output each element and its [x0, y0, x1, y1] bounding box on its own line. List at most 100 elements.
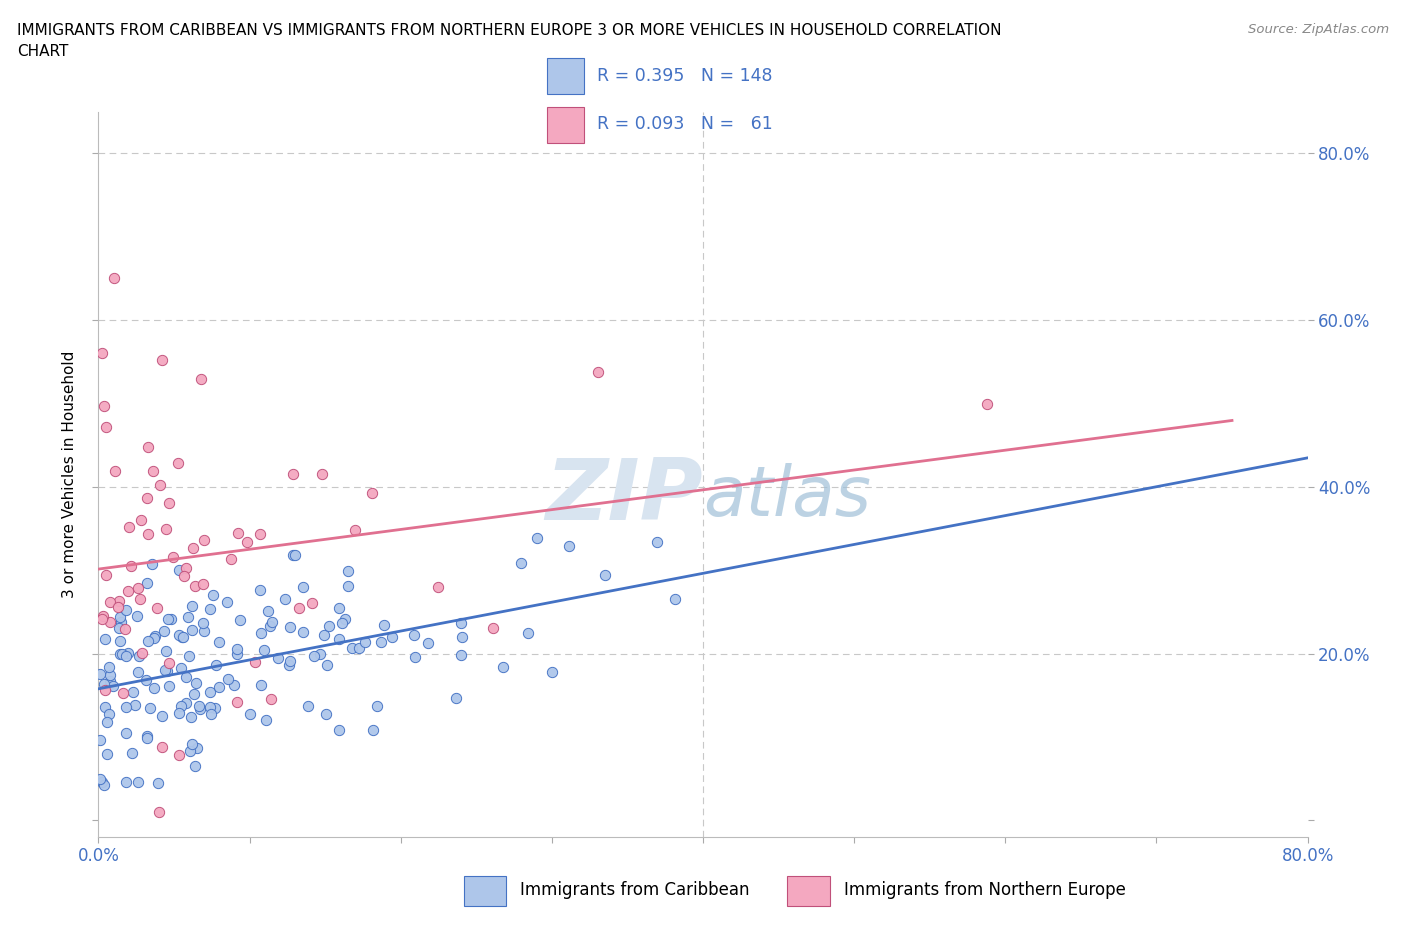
Point	[180, 710, 202, 724]
Point	[167, 456, 190, 471]
Point	[136, 576, 159, 591]
Point	[127, 774, 149, 789]
Point	[281, 467, 304, 482]
Point	[254, 712, 277, 727]
Point	[200, 707, 222, 722]
Point	[315, 707, 337, 722]
Point	[328, 601, 350, 616]
Point	[249, 582, 271, 597]
Point	[145, 629, 167, 644]
Point	[373, 618, 395, 632]
Point	[297, 698, 319, 713]
Point	[226, 646, 249, 661]
Point	[308, 646, 330, 661]
Point	[267, 651, 290, 666]
Point	[250, 626, 273, 641]
Point	[103, 271, 125, 286]
Point	[354, 634, 377, 649]
Text: Immigrants from Caribbean: Immigrants from Caribbean	[520, 881, 749, 899]
Point	[108, 620, 131, 635]
Point	[160, 612, 183, 627]
Point	[172, 630, 194, 644]
Point	[114, 725, 136, 740]
Point	[89, 771, 111, 786]
Point	[280, 654, 302, 669]
Point	[94, 419, 117, 434]
Point	[107, 599, 129, 614]
Point	[312, 627, 335, 642]
Text: IMMIGRANTS FROM CARIBBEAN VS IMMIGRANTS FROM NORTHERN EUROPE 3 OR MORE VEHICLES : IMMIGRANTS FROM CARIBBEAN VS IMMIGRANTS …	[17, 23, 1001, 38]
Point	[115, 648, 138, 663]
Point	[259, 692, 281, 707]
Point	[336, 578, 359, 593]
Point	[89, 732, 111, 747]
Point	[360, 486, 382, 501]
Point	[311, 467, 333, 482]
Point	[98, 595, 121, 610]
Point	[260, 615, 283, 630]
Point	[517, 625, 540, 640]
Point	[224, 677, 246, 692]
Point	[228, 525, 250, 540]
FancyBboxPatch shape	[787, 876, 830, 906]
Point	[135, 491, 157, 506]
Text: R = 0.395   N = 148: R = 0.395 N = 148	[598, 67, 772, 85]
Point	[93, 677, 115, 692]
Point	[108, 593, 131, 608]
Point	[184, 676, 207, 691]
Point	[288, 601, 311, 616]
Point	[344, 523, 367, 538]
Point	[526, 530, 548, 545]
Point	[89, 666, 111, 681]
Point	[128, 648, 150, 663]
Point	[404, 650, 426, 665]
Point	[249, 526, 271, 541]
Text: R = 0.093   N =   61: R = 0.093 N = 61	[598, 115, 773, 133]
Point	[427, 579, 450, 594]
Point	[328, 723, 350, 737]
Point	[101, 679, 124, 694]
Point	[236, 534, 259, 549]
Point	[291, 579, 314, 594]
Point	[114, 774, 136, 789]
Point	[98, 707, 121, 722]
FancyBboxPatch shape	[547, 59, 583, 94]
Text: atlas: atlas	[703, 462, 870, 529]
Point	[94, 683, 117, 698]
Point	[170, 698, 193, 713]
Point	[179, 743, 201, 758]
Point	[100, 673, 122, 688]
Point	[150, 709, 173, 724]
Point	[98, 668, 121, 683]
Point	[108, 646, 131, 661]
Point	[141, 556, 163, 571]
Point	[450, 648, 472, 663]
Point	[259, 618, 281, 633]
Point	[243, 655, 266, 670]
Point	[198, 602, 221, 617]
Point	[370, 634, 392, 649]
Point	[115, 699, 138, 714]
Point	[112, 686, 135, 701]
Point	[183, 686, 205, 701]
Point	[129, 591, 152, 606]
Point	[180, 737, 202, 751]
Point	[96, 715, 118, 730]
Point	[274, 591, 297, 606]
Point	[193, 623, 215, 638]
Point	[136, 729, 159, 744]
Point	[97, 659, 120, 674]
Point	[510, 555, 533, 570]
Point	[239, 706, 262, 721]
Point	[200, 684, 222, 699]
Point	[115, 603, 138, 618]
Point	[169, 628, 191, 643]
FancyBboxPatch shape	[547, 108, 583, 143]
Point	[173, 569, 195, 584]
Point	[278, 658, 301, 672]
Point	[363, 723, 385, 737]
Point	[301, 596, 323, 611]
Point	[190, 371, 212, 386]
Point	[111, 646, 134, 661]
Point	[174, 696, 197, 711]
